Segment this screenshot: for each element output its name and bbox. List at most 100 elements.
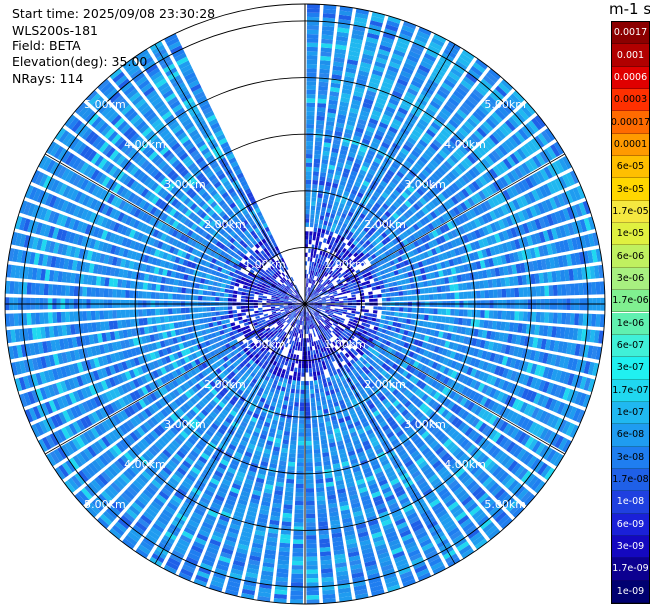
range-gate-cell (411, 307, 417, 313)
range-gate-cell (427, 232, 435, 240)
range-gate-cell (449, 208, 457, 218)
range-gate-cell (455, 86, 468, 97)
range-gate-cell (388, 61, 401, 70)
range-gate-cell (305, 351, 308, 356)
range-gate-cell (418, 172, 427, 181)
range-gate-cell (306, 124, 314, 129)
range-gate-cell (354, 290, 360, 294)
range-gate-cell (411, 214, 419, 223)
range-gate-cell (347, 307, 352, 311)
range-gate-cell (521, 125, 533, 138)
range-gate-cell (543, 166, 553, 179)
range-gate-cell (296, 462, 304, 467)
range-gate-cell (332, 205, 338, 211)
range-gate-cell (414, 72, 427, 82)
range-gate-cell (326, 120, 335, 127)
range-gate-cell (281, 368, 286, 374)
range-gate-cell (319, 426, 326, 432)
range-gate-cell (308, 298, 312, 302)
range-gate-cell (313, 375, 318, 381)
range-gate-cell (358, 233, 364, 240)
range-gate-cell (423, 242, 431, 251)
range-gate-cell (423, 314, 429, 321)
range-gate-cell (356, 242, 362, 249)
range-gate-cell (423, 225, 431, 233)
range-gate-cell (384, 73, 396, 82)
range-gate-cell (331, 287, 336, 291)
range-gate-cell (327, 275, 332, 280)
range-gate-cell (350, 255, 356, 261)
range-gate-cell (517, 181, 527, 193)
range-gate-cell (320, 233, 325, 238)
range-gate-cell (368, 291, 373, 295)
range-gate-cell (532, 172, 542, 185)
range-gate-cell (403, 160, 413, 169)
range-gate-cell (405, 172, 415, 181)
range-gate-cell (346, 59, 359, 66)
range-gate-cell (305, 440, 312, 446)
range-gate-cell (321, 206, 327, 212)
range-gate-cell (366, 202, 373, 209)
range-gate-cell (424, 308, 430, 314)
range-gate-cell (287, 465, 295, 471)
range-gate-cell (528, 157, 539, 170)
range-gate-cell (336, 234, 342, 240)
range-gate-cell (374, 61, 386, 69)
range-gate-cell (459, 105, 471, 116)
range-gate-cell (334, 301, 340, 304)
range-gate-cell (344, 276, 350, 281)
range-gate-cell (307, 297, 311, 301)
range-gate-cell (367, 85, 378, 93)
range-gate-cell (328, 270, 333, 275)
range-gate-cell (411, 42, 425, 52)
range-gate-cell (316, 282, 320, 287)
range-gate-cell (296, 337, 300, 343)
range-gate-cell (306, 106, 315, 112)
range-gate-cell (500, 102, 513, 115)
range-gate-cell (327, 264, 332, 269)
range-gate-cell (413, 162, 423, 171)
range-gate-cell (383, 109, 394, 118)
range-gate-cell (323, 408, 329, 414)
range-gate-cell (344, 128, 354, 135)
range-gate-cell (371, 247, 378, 253)
range-gate-cell (325, 267, 330, 273)
range-gate-cell (334, 130, 343, 137)
range-gate-cell (475, 290, 481, 299)
range-gate-cell (468, 183, 477, 193)
range-gate-cell (386, 169, 395, 177)
range-gate-cell (341, 92, 351, 99)
range-gate-cell (522, 287, 528, 297)
range-gate-cell (561, 312, 567, 325)
range-gate-cell (352, 224, 359, 230)
range-gate-cell (368, 309, 374, 314)
range-gate-cell (315, 362, 319, 368)
range-gate-cell (476, 145, 487, 156)
range-gate-cell (521, 162, 531, 175)
range-gate-cell (324, 243, 329, 249)
range-gate-cell (314, 218, 319, 224)
range-gate-cell (310, 354, 314, 360)
range-gate-cell (390, 94, 401, 102)
range-gate-cell (295, 393, 300, 399)
range-gate-cell (332, 143, 340, 150)
range-gate-cell (294, 397, 300, 403)
range-gate-cell (414, 34, 429, 44)
range-gate-cell (398, 151, 407, 160)
range-gate-cell (293, 522, 304, 527)
range-gate-cell (315, 293, 320, 297)
range-gate-cell (409, 181, 418, 190)
range-gate-cell (321, 163, 328, 169)
range-gate-cell (396, 322, 402, 328)
range-gate-cell (305, 166, 312, 172)
range-gate-cell (478, 104, 490, 116)
range-gate-cell (371, 11, 386, 20)
range-gate-cell (343, 75, 355, 83)
range-gate-cell (279, 538, 291, 544)
range-gate-cell (445, 284, 451, 292)
range-gate-cell (318, 361, 323, 367)
range-gate-cell (424, 294, 430, 301)
range-gate-cell (362, 102, 373, 110)
range-gate-cell (553, 141, 565, 155)
range-gate-cell (354, 220, 361, 227)
